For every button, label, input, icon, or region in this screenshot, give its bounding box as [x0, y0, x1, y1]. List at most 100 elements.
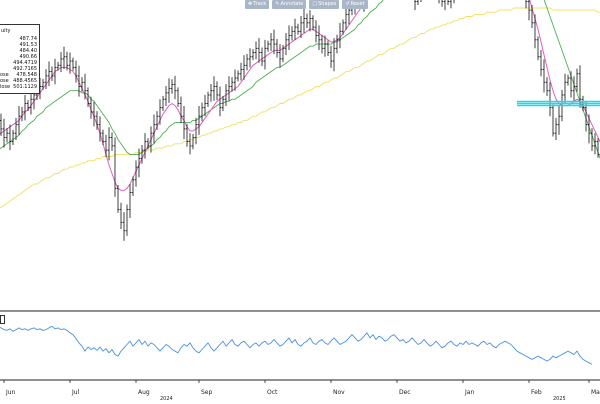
ohlc-bar [276, 39, 279, 58]
ohlc-bar [240, 63, 243, 81]
ohlc-bar [414, 0, 417, 10]
ma-slow-line [0, 8, 600, 210]
ohlc-bar [114, 137, 117, 196]
x-year-label: 2024 [160, 396, 173, 400]
ohlc-bar [330, 46, 333, 68]
ohlc-bar [123, 212, 126, 241]
ohlc-bar [576, 69, 579, 92]
ohlc-legend-panel: uity 487.74 491.53 484.40 490.66 494.471… [0, 24, 40, 94]
ohlc-bar [594, 133, 597, 154]
ohlc-bar [531, 5, 534, 28]
ohlc-bar [54, 59, 57, 84]
ma-mid-line [0, 0, 600, 169]
reset-button[interactable]: ↺Reset [342, 0, 367, 9]
ohlc-bar [231, 77, 234, 91]
ohlc-bar [249, 48, 252, 67]
ohlc-bar [285, 33, 288, 55]
indicator-pane-label [0, 315, 5, 324]
x-tick-label: Feb [531, 389, 542, 396]
ohlc-bar [225, 84, 228, 106]
reset-icon: ↺ [345, 1, 349, 7]
ohlc-bar [213, 76, 216, 101]
ohlc-bar [129, 184, 132, 218]
ohlc-bar [279, 44, 282, 67]
ohlc-bar [216, 81, 219, 100]
ohlc-bar [24, 95, 27, 120]
ohlc-bar [189, 133, 192, 154]
ohlc-bar [309, 10, 312, 31]
ohlc-bar [564, 74, 567, 104]
ohlc-bar [549, 82, 552, 116]
ohlc-bar [303, 8, 306, 33]
x-tick-label: Jan [464, 389, 474, 396]
ohlc-bar [264, 40, 267, 70]
ohlc-bar [267, 41, 270, 52]
ohlc-bar [546, 77, 549, 96]
ohlc-bar [450, 0, 453, 8]
indicator-line [0, 326, 592, 364]
ohlc-bar [543, 59, 546, 92]
ohlc-bar [327, 41, 330, 56]
x-axis: JunJulAugSepOctNovDecJanFebMar20242025 [4, 380, 600, 400]
ohlc-bar [315, 20, 318, 42]
shapes-icon: □ [312, 1, 317, 7]
x-tick-label: Oct [267, 389, 278, 396]
ohlc-bar [540, 50, 543, 76]
ohlc-bar [525, 0, 528, 8]
ohlc-bar [192, 134, 195, 149]
ohlc-bar [570, 71, 573, 97]
ohlc-bar [207, 92, 210, 107]
ohlc-bar [162, 96, 165, 111]
ohlc-bar [12, 130, 15, 145]
ohlc-bar [120, 203, 123, 229]
ohlc-bar [27, 100, 30, 111]
ohlc-bar [438, 0, 441, 3]
ohlc-bar [48, 61, 51, 86]
x-year-label: 2025 [553, 396, 566, 400]
shapes-button[interactable]: □Shapes [309, 0, 339, 9]
ohlc-bar [558, 106, 561, 135]
ohlc-bar [552, 104, 555, 136]
ohlc-bar [246, 54, 249, 71]
ohlc-bar [75, 61, 78, 83]
ohlc-bar [105, 135, 108, 157]
ohlc-bar [171, 79, 174, 93]
ohlc-bar [252, 49, 255, 60]
x-tick-label: Nov [333, 389, 345, 396]
ohlc-bar [573, 76, 576, 101]
ohlc-bar [201, 103, 204, 122]
ohlc-bar [165, 86, 168, 106]
ohlc-bar [417, 0, 420, 5]
trend-annotation [517, 102, 600, 106]
ohlc-bar [153, 114, 156, 143]
ohlc-bar [156, 111, 159, 130]
ohlc-bar [261, 47, 264, 66]
ohlc-bar [528, 0, 531, 20]
ohlc-bar [84, 74, 87, 99]
ohlc-bar [126, 204, 129, 235]
ohlc-bar [198, 106, 201, 135]
ohlc-bar [270, 33, 273, 51]
track-button[interactable]: ✥Track [245, 0, 269, 9]
cursor-icon: ✥ [248, 1, 252, 7]
pencil-icon: ✎ [275, 1, 279, 7]
chart-toolbar: ✥Track ✎Annotate □Shapes ↺Reset [245, 0, 368, 9]
ohlc-bar [258, 38, 261, 63]
x-tick-label: Sep [201, 389, 213, 396]
annotate-button[interactable]: ✎Annotate [272, 0, 306, 9]
x-tick-label: Mar [591, 389, 600, 396]
ohlc-bar [18, 106, 21, 135]
legend-symbol: uity [1, 28, 10, 34]
x-tick-label: Jul [71, 389, 80, 396]
ohlc-bar [219, 86, 222, 116]
ohlc-bar [447, 0, 450, 5]
ohlc-bar [174, 76, 177, 99]
ohlc-bar [294, 19, 297, 40]
x-tick-label: Aug [138, 389, 150, 396]
ohlc-bar [567, 75, 570, 86]
ohlc-bar [195, 118, 198, 144]
ma-slow-series [0, 8, 600, 210]
